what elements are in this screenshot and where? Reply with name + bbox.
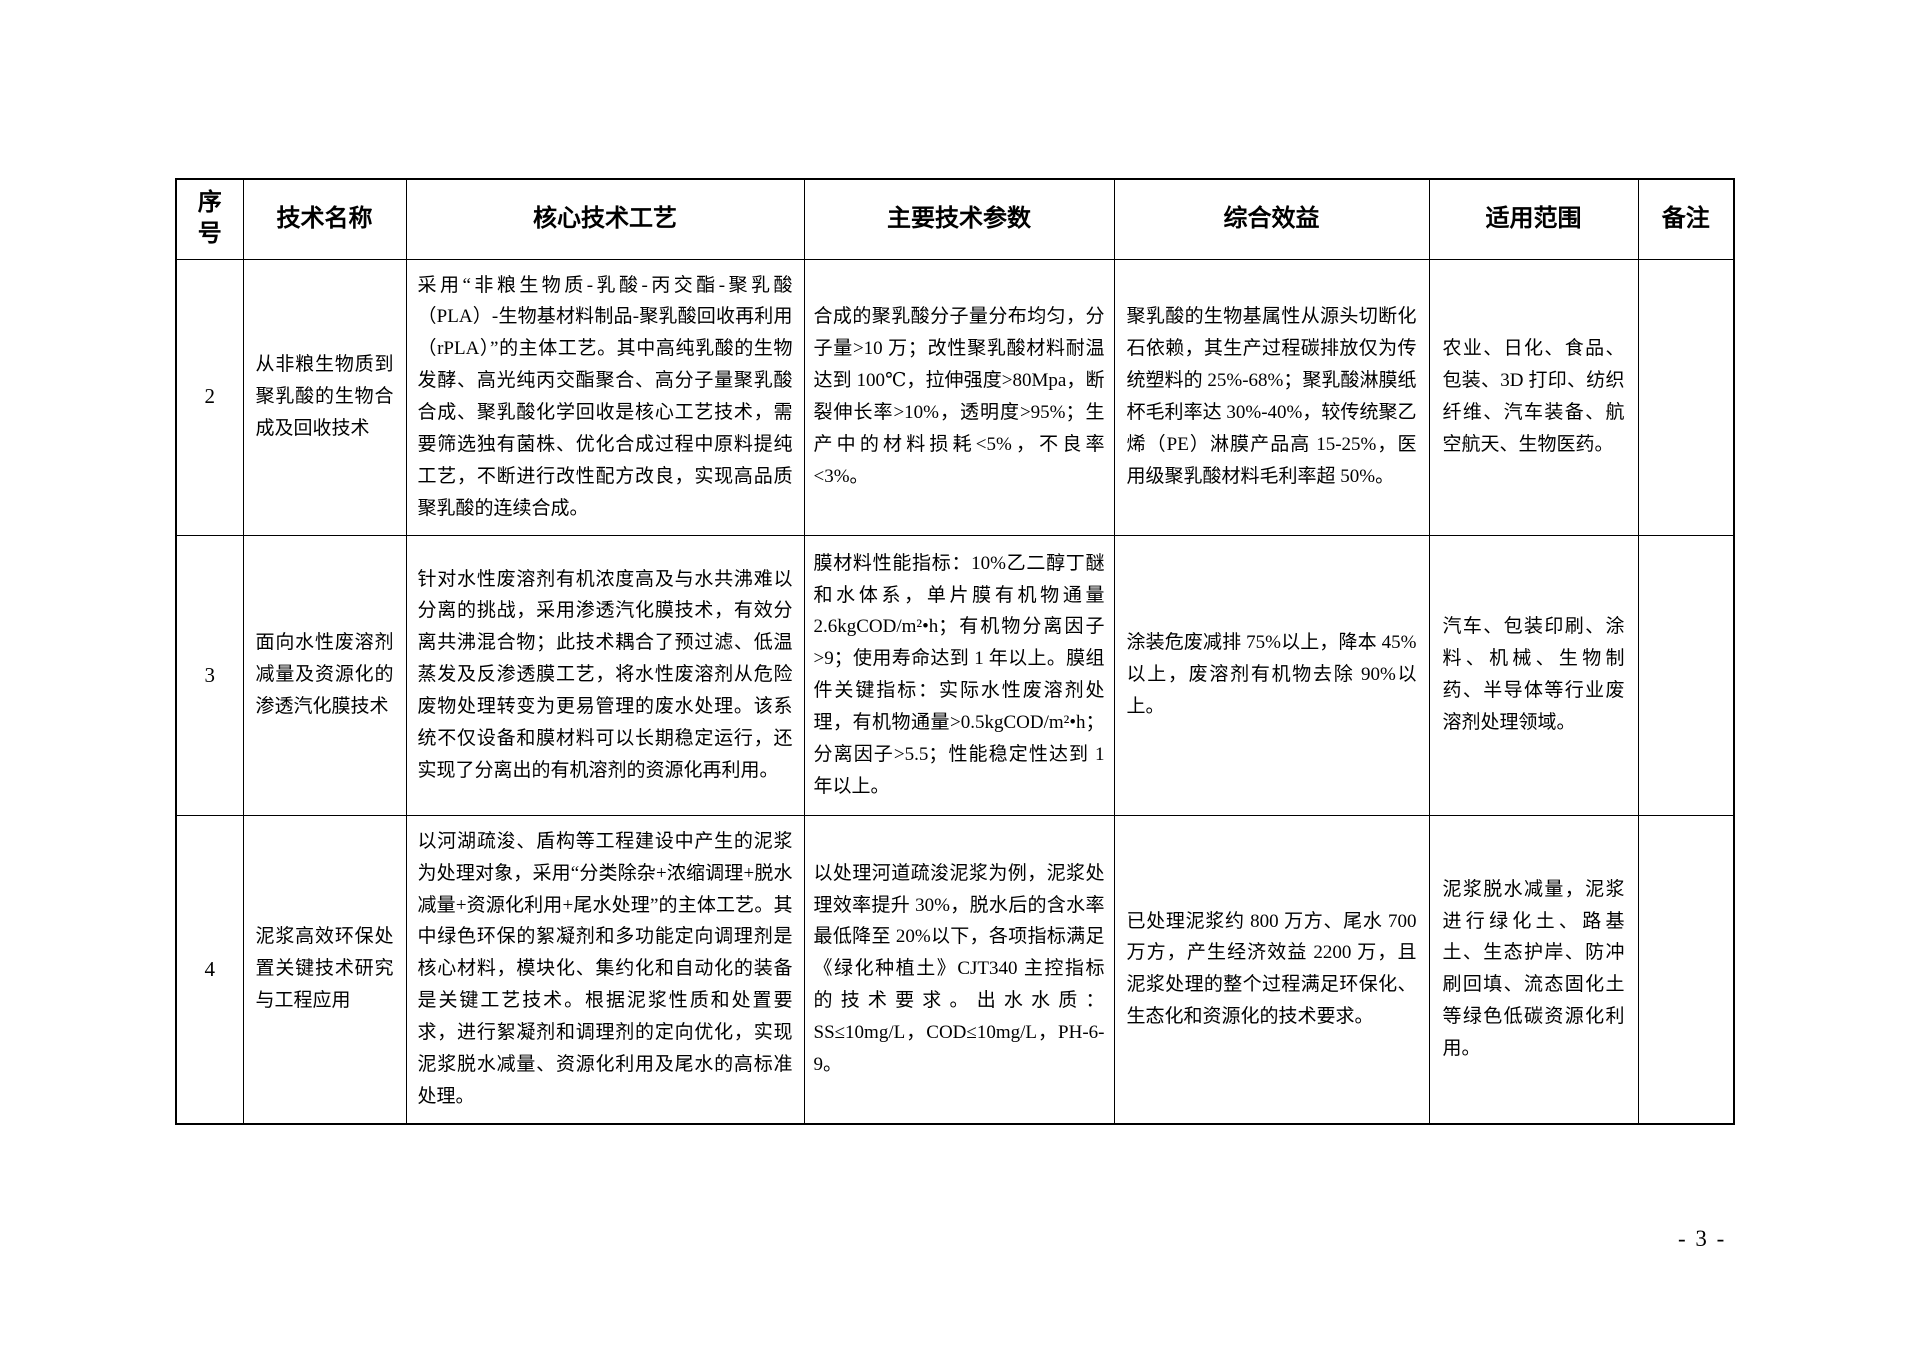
cell-name: 面向水性废溶剂减量及资源化的渗透汽化膜技术 <box>242 534 407 816</box>
cell-no: 2 <box>175 258 244 536</box>
cell-params: 膜材料性能指标：10%乙二醇丁醚和水体系，单片膜有机物通量 2.6kgCOD/m… <box>803 534 1115 816</box>
column-header-remark: 备注 <box>1637 178 1735 260</box>
cell-scope: 汽车、包装印刷、涂料、机械、生物制药、半导体等行业废溶剂处理领域。 <box>1428 534 1639 816</box>
cell-benefits: 涂装危废减排 75%以上，降本 45%以上，废溶剂有机物去除 90%以上。 <box>1113 534 1430 816</box>
column-header-process: 核心技术工艺 <box>405 178 805 260</box>
cell-remark <box>1637 534 1735 816</box>
cell-scope: 农业、日化、食品、包装、3D 打印、纺织纤维、汽车装备、航空航天、生物医药。 <box>1428 258 1639 536</box>
header-row: 序 号技术名称 核心技术工艺 主要技术参数 综合效益 适用范围 备注 <box>175 178 1735 260</box>
column-header-params: 主要技术参数 <box>803 178 1115 260</box>
table-row: 4 泥浆高效环保处置关键技术研究与工程应用 以河湖疏浚、盾构等工程建设中产生的泥浆为… <box>175 814 1735 1125</box>
cell-scope: 泥浆脱水减量，泥浆进行绿化土、路基土、生态护岸、防冲刷回填、流态固化土等绿色低碳… <box>1428 814 1639 1125</box>
cell-remark <box>1637 814 1735 1125</box>
cell-params: 以处理河道疏浚泥浆为例，泥浆处理效率提升 30%，脱水后的含水率最低降至 20%… <box>803 814 1115 1125</box>
cell-process: 采用“非粮生物质-乳酸-丙交酯-聚乳酸（PLA）-生物基材料制品-聚乳酸回收再利… <box>405 258 805 536</box>
tech-table: 序 号技术名称 核心技术工艺 主要技术参数 综合效益 适用范围 备注 2 从非粮生物质到聚乳… <box>175 178 1735 1125</box>
cell-benefits: 聚乳酸的生物基属性从源头切断化石依赖，其生产过程碳排放仅为传统塑料的 25%-6… <box>1113 258 1430 536</box>
column-header-name: 技术名称 <box>242 178 407 260</box>
table-row: 2 从非粮生物质到聚乳酸的生物合成及回收技术 采用“非粮生物质-乳酸-丙交酯-聚乳酸… <box>175 258 1735 536</box>
cell-benefits: 已处理泥浆约 800 万方、尾水 700 万方，产生经济效益 2200 万，且泥… <box>1113 814 1430 1125</box>
cell-no: 4 <box>175 814 244 1125</box>
cell-process: 以河湖疏浚、盾构等工程建设中产生的泥浆为处理对象，采用“分类除杂+浓缩调理+脱水… <box>405 814 805 1125</box>
cell-no: 3 <box>175 534 244 816</box>
table-row: 3 面向水性废溶剂减量及资源化的渗透汽化膜技术 针对水性废溶剂有机浓度高及与水共沸难… <box>175 534 1735 816</box>
column-header-scope: 适用范围 <box>1428 178 1639 260</box>
tech-table-header: 序 号技术名称 核心技术工艺 主要技术参数 综合效益 适用范围 备注 <box>175 178 1735 260</box>
column-header-no: 序 号 <box>175 178 244 260</box>
cell-remark <box>1637 258 1735 536</box>
cell-params: 合成的聚乳酸分子量分布均匀，分子量>10 万；改性聚乳酸材料耐温达到 100℃，… <box>803 258 1115 536</box>
cell-name: 泥浆高效环保处置关键技术研究与工程应用 <box>242 814 407 1125</box>
cell-name: 从非粮生物质到聚乳酸的生物合成及回收技术 <box>242 258 407 536</box>
column-header-benefits: 综合效益 <box>1113 178 1430 260</box>
cell-process: 针对水性废溶剂有机浓度高及与水共沸难以分离的挑战，采用渗透汽化膜技术，有效分离共… <box>405 534 805 816</box>
page-number: - 3 - <box>1678 1226 1727 1251</box>
tech-table-body: 2 从非粮生物质到聚乳酸的生物合成及回收技术 采用“非粮生物质-乳酸-丙交酯-聚乳酸… <box>175 258 1735 1125</box>
